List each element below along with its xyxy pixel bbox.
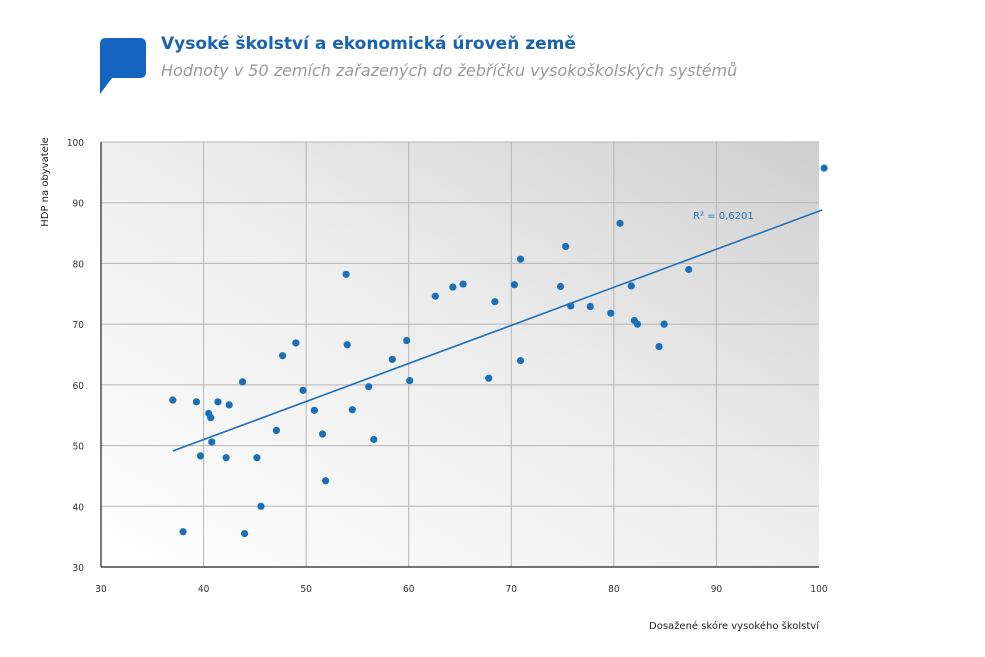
data-point	[292, 339, 300, 347]
data-point	[567, 302, 575, 310]
axes	[100, 142, 819, 568]
data-point	[459, 280, 467, 288]
data-point	[627, 282, 635, 290]
grid	[101, 141, 819, 567]
data-point	[510, 281, 518, 289]
data-point	[556, 282, 565, 291]
data-point	[370, 435, 378, 444]
data-point	[299, 386, 307, 394]
data-point	[820, 164, 828, 172]
x-tick-label: 80	[608, 584, 620, 595]
data-point	[516, 255, 525, 263]
y-axis-ticks: 30 40 50 60 70 80 90 100	[67, 138, 84, 574]
data-point	[616, 219, 624, 227]
data-point	[485, 374, 493, 382]
data-point	[685, 265, 693, 274]
plot-area	[101, 142, 819, 567]
data-point	[660, 320, 668, 328]
data-point	[278, 352, 287, 360]
x-tick-label: 50	[300, 584, 312, 595]
y-tick-label: 90	[73, 199, 85, 210]
data-point	[196, 452, 205, 460]
x-tick-label: 60	[403, 584, 415, 595]
x-tick-label: 40	[198, 584, 210, 595]
x-axis-label: Dosažené skóre vysokého školství	[649, 620, 820, 632]
data-point	[207, 414, 215, 422]
data-point	[192, 398, 200, 406]
data-point	[607, 309, 615, 317]
data-point	[365, 383, 373, 391]
x-tick-label: 100	[810, 584, 827, 595]
data-point	[222, 454, 230, 462]
data-point	[562, 242, 570, 251]
x-tick-label: 90	[711, 584, 723, 595]
data-point	[208, 438, 216, 446]
data-point	[343, 341, 351, 349]
data-point	[431, 292, 439, 300]
data-point	[655, 343, 663, 351]
data-point	[586, 302, 594, 311]
data-point	[348, 406, 356, 414]
y-tick-label: 60	[73, 381, 85, 392]
x-axis-ticks: 30 40 50 60 70 80 90 100	[95, 584, 828, 595]
y-axis-label: HDP na obyvatele	[40, 137, 51, 227]
data-point	[272, 426, 280, 434]
y-tick-label: 100	[67, 138, 84, 149]
chart-title: Vysoké školství a ekonomická úroveň země	[161, 34, 576, 54]
data-points	[169, 164, 828, 538]
data-point	[214, 398, 222, 406]
data-point	[253, 454, 261, 462]
data-point	[406, 377, 414, 385]
data-point	[322, 477, 330, 485]
data-point	[169, 396, 177, 404]
x-tick-label: 70	[506, 584, 518, 595]
data-point	[633, 320, 642, 328]
data-point	[225, 401, 233, 409]
trend-line	[172, 209, 823, 452]
data-point	[310, 406, 318, 414]
r-squared-annotation: R² = 0,6201	[693, 211, 754, 222]
y-tick-label: 70	[73, 320, 85, 331]
y-tick-label: 40	[73, 502, 85, 513]
data-point	[179, 528, 187, 536]
data-point	[342, 270, 350, 278]
chart-subtitle: Hodnoty v 50 zemích zařazených do žebříč…	[161, 61, 738, 80]
data-point	[318, 430, 327, 438]
data-point	[388, 355, 396, 363]
y-tick-label: 50	[73, 442, 85, 453]
data-point	[449, 283, 457, 291]
data-point	[403, 336, 411, 345]
data-point	[238, 378, 247, 386]
x-tick-label: 30	[95, 584, 107, 595]
data-point	[516, 356, 525, 365]
data-point	[491, 298, 499, 306]
data-point	[241, 530, 249, 538]
speech-bubble-logo-icon	[100, 38, 146, 100]
y-tick-label: 30	[73, 563, 85, 574]
y-tick-label: 80	[73, 259, 85, 270]
data-point	[257, 502, 265, 510]
